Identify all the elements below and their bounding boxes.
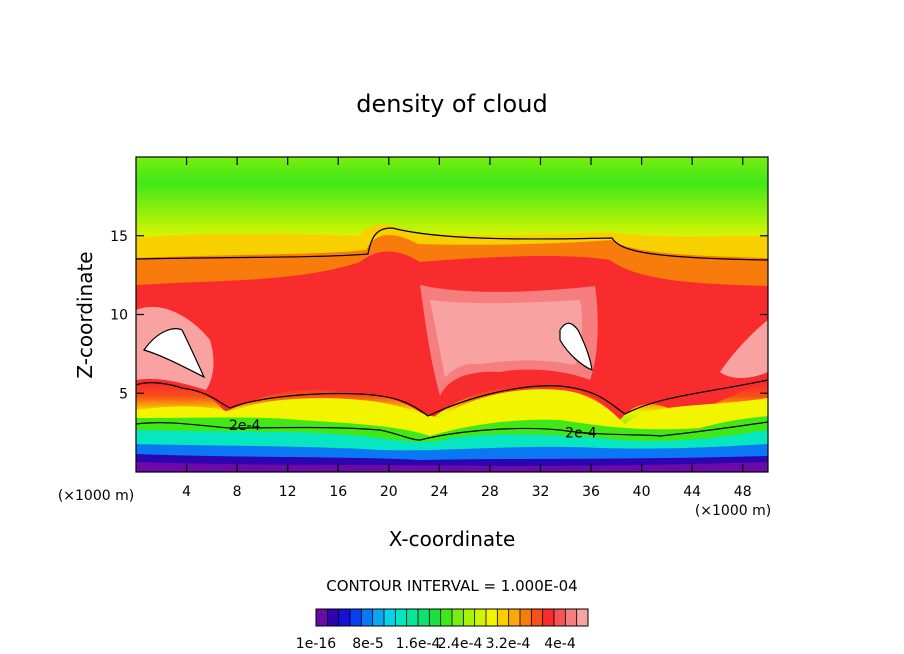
- colorbar-tick-label: 3.2e-4: [486, 636, 531, 652]
- colorbar-swatch: [418, 609, 430, 626]
- colorbar-swatch: [316, 609, 328, 626]
- colorbar-swatch: [327, 609, 340, 626]
- field-hole-left: [144, 328, 204, 377]
- colorbar-labels: 1e-16 8e-5 1.6e-42.4e-4 3.2e-4 4e-4: [296, 636, 576, 652]
- x-unit-left-label: (×1000 m): [58, 488, 134, 504]
- colorbar-swatch: [429, 609, 442, 626]
- x-tick-label: 24: [430, 484, 448, 500]
- contour-labels: 2e-4 2e-4: [229, 418, 597, 442]
- chart-title: density of cloud: [356, 90, 547, 118]
- colorbar-tick-label: 4e-4: [544, 636, 576, 652]
- colorbar-swatch: [576, 609, 589, 626]
- x-tick-label: 20: [380, 484, 398, 500]
- x-tick-label: 12: [279, 484, 297, 500]
- colorbar-swatch: [395, 609, 408, 626]
- colorbar-swatch: [531, 609, 544, 626]
- field-core-pink-right: [720, 320, 768, 378]
- colorbar-tick-label: 8e-5: [352, 636, 383, 652]
- contour-hole-left: [143, 328, 206, 379]
- colorbar-swatch: [406, 609, 419, 626]
- colorbar-swatch: [440, 609, 453, 626]
- field-band-purple: [136, 462, 768, 472]
- colorbar-tick-label: 1e-16: [296, 636, 336, 652]
- colorbar-swatch: [554, 609, 566, 626]
- colorbar-swatch: [384, 609, 396, 626]
- y-axis-label: Z-coordinate: [73, 251, 97, 378]
- colorbar-swatch: [508, 609, 521, 626]
- x-tick-label: 32: [532, 484, 550, 500]
- colorbar-swatch: [542, 609, 555, 626]
- x-tick-label: 40: [633, 484, 651, 500]
- contour-line-mid: [136, 379, 768, 417]
- colorbar-swatch: [565, 609, 578, 626]
- y-tick-label: 15: [110, 229, 128, 245]
- colorbar-swatch: [486, 609, 498, 626]
- colorbar: [315, 608, 589, 627]
- x-tick-label: 8: [233, 484, 242, 500]
- x-tick-label: 4: [182, 484, 191, 500]
- colorbar-frame: [315, 608, 589, 627]
- colorbar-tick-label: 1.6e-4: [396, 636, 441, 652]
- contour-label: 2e-4: [229, 418, 261, 434]
- y-tick-label: 5: [119, 386, 128, 402]
- x-tick-label: 44: [683, 484, 701, 500]
- colorbar-swatch: [338, 609, 351, 626]
- contour-hole-mid: [559, 322, 593, 371]
- density-field: [136, 157, 768, 472]
- x-tick-label: 16: [329, 484, 347, 500]
- y-tick-label: 10: [110, 308, 128, 324]
- field-core-pink-mid-inner: [430, 300, 583, 378]
- colorbar-swatch: [497, 609, 510, 626]
- colorbar-tick-label: 2.4e-4: [438, 636, 483, 652]
- x-tick-label: 48: [734, 484, 752, 500]
- contour-interval-text: CONTOUR INTERVAL = 1.000E-04: [326, 577, 577, 595]
- contour-line-upper: [136, 227, 768, 261]
- colorbar-swatch: [463, 609, 476, 626]
- contour-label: 2e-4: [565, 426, 597, 442]
- colorbar-swatch: [520, 609, 532, 626]
- colorbar-swatch: [372, 609, 385, 626]
- x-axis-label: X-coordinate: [389, 527, 516, 551]
- colorbar-swatch: [474, 609, 487, 626]
- colorbar-swatch: [452, 609, 464, 626]
- colorbar-swatch: [350, 609, 362, 626]
- x-tick-label: 28: [481, 484, 499, 500]
- colorbar-swatch: [361, 609, 374, 626]
- field-hole-mid: [560, 323, 592, 370]
- contour-line-2e-4: [136, 421, 768, 441]
- x-unit-right-label: (×1000 m): [695, 503, 771, 519]
- x-tick-label: 36: [582, 484, 600, 500]
